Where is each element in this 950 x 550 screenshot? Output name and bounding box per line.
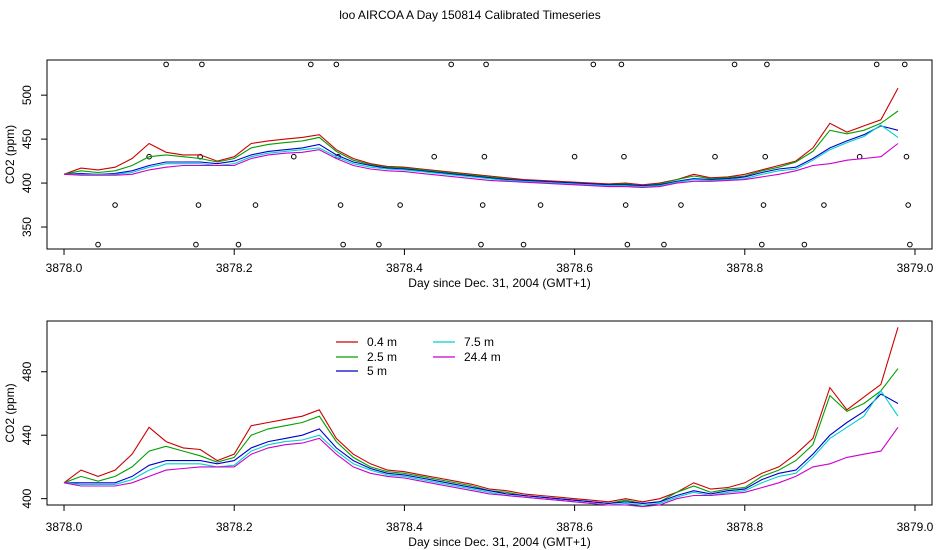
calibration-point	[907, 241, 913, 248]
plot-frame	[46, 320, 933, 506]
legend: 0.4 m2.5 m5 m 7.5 m24.4 m	[336, 335, 501, 378]
calibration-point	[873, 61, 880, 68]
calibration-point	[340, 241, 346, 248]
plot-frame	[46, 59, 933, 250]
calibration-point	[760, 202, 767, 208]
figure-title: loo AIRCOA A Day 150814 Calibrated Times…	[339, 8, 600, 22]
x-tick-label: 3878.0	[46, 520, 83, 534]
series-line-5-m	[64, 393, 899, 504]
calibration-point	[193, 241, 199, 248]
calibration-point	[821, 202, 827, 208]
calibration-point	[759, 241, 765, 248]
series-line-2-5-m	[63, 110, 899, 187]
calibration-point	[624, 241, 631, 248]
calibration-point	[537, 202, 544, 208]
calibration-point	[764, 61, 770, 68]
series-line-0-4-m	[63, 327, 899, 503]
legend-label: 5 m	[367, 364, 387, 378]
calibration-point	[801, 241, 808, 248]
calibration-point	[337, 202, 344, 208]
y-tick-label: 400	[20, 173, 34, 193]
calibration-point	[481, 153, 488, 160]
calibration-point	[112, 202, 118, 208]
calibration-point	[307, 61, 314, 68]
calibration-point	[397, 202, 403, 208]
calibration-point	[520, 241, 527, 248]
calibration-point	[901, 61, 908, 68]
calibration-point	[376, 241, 382, 248]
x-tick-label: 3878.2	[216, 261, 253, 275]
x-tick-label: 3878.6	[556, 520, 593, 534]
calibration-point	[905, 202, 911, 208]
calibration-point	[478, 241, 484, 248]
x-tick-label: 3878.4	[386, 520, 423, 534]
calibration-point	[95, 241, 101, 248]
y-tick-label: 480	[20, 361, 34, 381]
x-axis-label: Day since Dec. 31, 2004 (GMT+1)	[408, 276, 590, 290]
legend-label: 0.4 m	[367, 335, 397, 349]
legend-label: 2.5 m	[367, 350, 397, 364]
x-tick-label: 3878.6	[556, 261, 593, 275]
series-line-24-4-m	[63, 426, 899, 508]
y-axis-label: CO2 (ppm)	[3, 125, 17, 184]
y-tick-label: 450	[20, 129, 34, 149]
series-line-7-5-m	[64, 124, 899, 188]
top-panel: 3878.0 3878.2 3878.4 3878.6 3878.8 3879.0 350 4…	[3, 59, 934, 290]
legend-label: 7.5 m	[464, 335, 494, 349]
y-axis-label: CO2 (ppm)	[3, 383, 17, 442]
calibration-point	[762, 153, 769, 160]
x-tick-label: 3878.8	[726, 261, 763, 275]
legend-label: 24.4 m	[464, 350, 501, 364]
calibration-point	[195, 202, 202, 208]
calibration-point	[479, 202, 486, 208]
calibration-point	[431, 153, 437, 160]
calibration-point	[661, 241, 667, 248]
series-line-2-5-m	[63, 368, 899, 504]
x-tick-label: 3878.8	[726, 520, 763, 534]
calibration-point	[731, 61, 738, 68]
calibration-point	[333, 61, 340, 68]
calibration-point	[618, 61, 625, 68]
y-tick-label: 440	[20, 425, 34, 445]
calibration-point	[590, 61, 597, 68]
calibration-point	[199, 61, 205, 68]
calibration-point	[448, 61, 455, 68]
x-tick-label: 3878.2	[216, 520, 253, 534]
x-axis-label: Day since Dec. 31, 2004 (GMT+1)	[408, 535, 590, 549]
y-tick-label: 350	[20, 217, 34, 237]
series-line-5-m	[63, 125, 899, 187]
y-tick-label: 500	[20, 85, 34, 105]
calibration-point	[622, 202, 629, 208]
calibration-point	[571, 153, 578, 160]
bottom-panel: 3878.0 3878.2 3878.4 3878.6 3878.8 3879.0 400 4…	[3, 320, 934, 549]
x-tick-label: 3879.0	[897, 261, 934, 275]
calibration-point	[621, 153, 627, 160]
calibration-point	[290, 153, 297, 160]
calibration-point	[903, 153, 910, 160]
series-line-7-5-m	[63, 389, 899, 506]
y-tick-label: 400	[20, 488, 34, 508]
x-tick-label: 3878.0	[46, 261, 83, 275]
calibration-point	[678, 202, 684, 208]
calibration-point	[163, 61, 169, 68]
x-tick-label: 3878.4	[386, 261, 423, 275]
x-tick-label: 3879.0	[897, 520, 934, 534]
series-line-0-4-m	[63, 87, 899, 186]
calibration-point	[235, 241, 242, 248]
series-line-24-4-m	[63, 143, 899, 189]
calibration-point	[483, 61, 489, 68]
calibration-point	[712, 153, 718, 160]
calibration-point	[252, 202, 259, 208]
